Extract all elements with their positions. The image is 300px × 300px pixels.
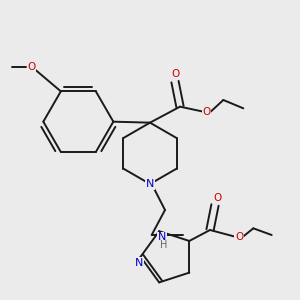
Text: O: O (235, 232, 243, 242)
Text: N: N (146, 179, 154, 189)
Text: H: H (160, 240, 168, 250)
Text: N: N (135, 258, 143, 268)
Text: N: N (158, 232, 166, 242)
Text: O: O (202, 107, 211, 117)
Text: O: O (213, 193, 221, 203)
Text: O: O (28, 62, 36, 72)
Text: O: O (171, 69, 179, 79)
